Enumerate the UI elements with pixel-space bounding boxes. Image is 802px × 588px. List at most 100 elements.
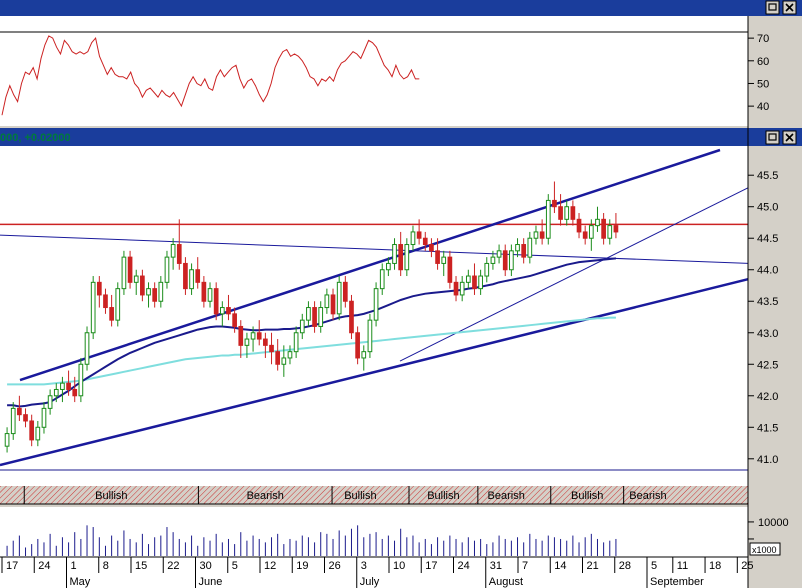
candle-body	[576, 218, 582, 233]
candle-body	[349, 300, 354, 334]
candle-body	[502, 250, 508, 271]
candle-body	[176, 244, 182, 264]
price-tick-label: 45.0	[757, 202, 778, 214]
candle-body	[35, 426, 41, 441]
price-tick-label: 44.5	[757, 233, 778, 245]
x-tick-label: 22	[167, 560, 179, 572]
candle-body	[478, 275, 483, 290]
candle-body	[238, 325, 244, 346]
candle-body	[515, 244, 520, 252]
candle-body	[324, 294, 330, 309]
candle-body	[429, 244, 434, 252]
rsi-tick-label: 50	[757, 78, 769, 90]
candle-body	[465, 275, 471, 283]
candle-body	[588, 225, 594, 239]
candle-body	[281, 357, 287, 365]
candle-body	[275, 351, 281, 365]
candle-body	[207, 288, 213, 302]
candle-body	[404, 244, 410, 271]
candle-body	[232, 313, 237, 327]
candle-body	[367, 319, 373, 353]
rsi-panel: 70 60 50 40	[0, 0, 802, 126]
candle-body	[84, 332, 90, 365]
candle-body	[601, 218, 606, 239]
candle-body	[133, 275, 139, 283]
rsi-tick-label: 70	[757, 33, 769, 45]
x-tick-label: 14	[554, 560, 566, 572]
signal-strip: Bullish Bearish Bullish Bullish Bearish Bulli…	[0, 486, 748, 505]
candle-body	[140, 275, 145, 296]
maximize-icon[interactable]	[765, 0, 780, 15]
candle-body	[552, 199, 557, 208]
candle-body	[558, 206, 563, 220]
x-tick-label: 12	[264, 560, 276, 572]
month-label: May	[70, 576, 91, 588]
signal-label: Bullish	[95, 490, 127, 502]
price-tick-label: 44.0	[757, 265, 778, 277]
x-tick-label: 17	[6, 560, 18, 572]
candle-body	[422, 237, 428, 246]
x-tick-label: 7	[522, 560, 528, 572]
candle-body	[527, 237, 533, 258]
candle-body	[121, 256, 127, 290]
candle-body	[263, 338, 268, 346]
candle-body	[41, 407, 47, 428]
candle-body	[539, 231, 545, 239]
candle-body	[361, 351, 367, 359]
ma-long-line	[7, 316, 616, 386]
candle-body	[459, 281, 465, 296]
price-change-label: 000, +0.02000	[0, 132, 71, 144]
rsi-tick-label: 60	[757, 56, 769, 68]
candle-body	[109, 307, 114, 321]
candle-body	[447, 256, 453, 283]
rsi-title-bar	[0, 0, 802, 16]
candle-body	[435, 250, 440, 264]
rsi-line	[1, 35, 420, 116]
price-tick-label: 43.5	[757, 296, 778, 308]
x-tick-label: 19	[296, 560, 308, 572]
price-tick-label: 42.5	[757, 359, 778, 371]
candle-body	[4, 433, 10, 447]
candle-body	[410, 231, 416, 246]
candle-body	[441, 256, 447, 264]
x-tick-label: 1	[71, 560, 77, 572]
signal-label: Bearish	[247, 490, 284, 502]
x-tick-label: 21	[587, 560, 599, 572]
candle-body	[244, 338, 250, 346]
candle-body	[53, 388, 59, 397]
candle-body	[66, 382, 71, 390]
candle-body	[269, 344, 274, 353]
volume-plot-area	[0, 507, 748, 557]
candle-body	[490, 256, 496, 264]
candle-body	[379, 269, 385, 290]
month-label: September	[650, 576, 704, 588]
x-tick-label: 3	[361, 560, 367, 572]
candle-body	[484, 262, 490, 277]
channel-lower-trendline	[0, 277, 749, 467]
rsi-tick-label: 40	[757, 101, 769, 113]
candle-body	[293, 332, 299, 353]
signal-label: Bearish	[629, 490, 666, 502]
candle-body	[158, 281, 164, 302]
x-tick-label: 10	[393, 560, 405, 572]
candle-body	[453, 281, 459, 296]
price-panel: 000, +0.02000 45.5 45.0 44.5 44.0 43.5 43.0 42…	[0, 128, 802, 486]
signal-label: Bullish	[427, 490, 459, 502]
month-label: August	[489, 576, 523, 588]
x-tick-label: 28	[619, 560, 631, 572]
x-tick-label: 30	[200, 560, 212, 572]
ma-short-line	[7, 257, 617, 408]
candle-body	[299, 319, 305, 334]
candle-body	[564, 206, 570, 220]
price-tick-label: 41.0	[757, 454, 778, 466]
candle-body	[533, 231, 539, 239]
candle-body	[78, 363, 84, 397]
candle-body	[342, 281, 348, 302]
x-axis: 17 24 1 8 15 22 30 5 12 19 26 3 10 17 24 31 7 14 21 28 5 11 18…	[0, 556, 754, 588]
candle-body	[373, 288, 379, 321]
maximize-icon[interactable]	[765, 130, 780, 145]
candle-body	[607, 225, 613, 239]
x-tick-label: 11	[677, 560, 688, 572]
volume-unit-label: x1000	[752, 545, 777, 555]
price-tick-label: 45.5	[757, 170, 778, 182]
